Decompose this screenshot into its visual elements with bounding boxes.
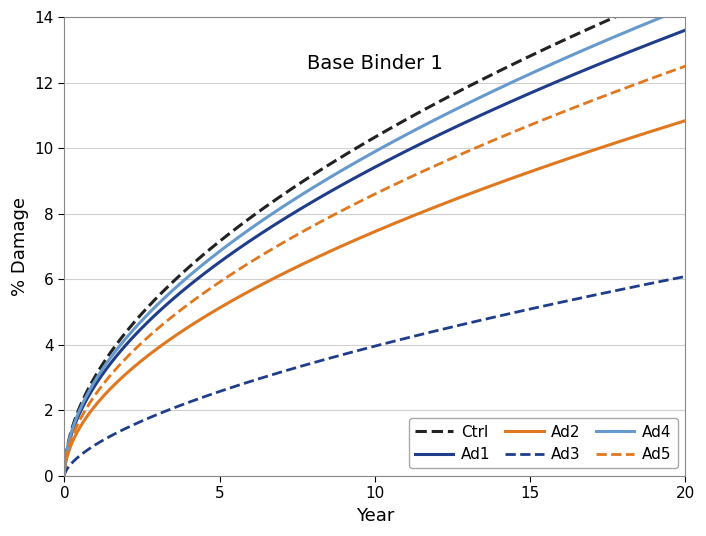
Text: Base Binder 1: Base Binder 1 <box>307 54 443 73</box>
Ad3 <box>362 345 371 352</box>
Ad3 <box>663 277 671 284</box>
Ad2 <box>60 473 68 479</box>
Ad4 <box>345 162 354 169</box>
Ad4 <box>663 12 671 18</box>
Ad1 <box>663 34 671 40</box>
Ad5 <box>345 203 354 210</box>
Ctrl <box>549 42 558 48</box>
Ad1 <box>663 34 671 40</box>
Ad4 <box>362 153 371 160</box>
Ad1 <box>681 27 690 33</box>
Ad1 <box>60 473 68 479</box>
Ad1 <box>345 177 354 184</box>
Ad5 <box>60 473 68 479</box>
Line: Ad1: Ad1 <box>64 30 686 476</box>
Ad3 <box>681 273 690 280</box>
Ad4 <box>681 4 690 11</box>
Ad2 <box>345 239 354 245</box>
Ctrl <box>92 371 100 378</box>
Ad2 <box>663 123 671 130</box>
Ad4 <box>663 12 671 18</box>
Ad5 <box>663 70 671 76</box>
Y-axis label: % Damage: % Damage <box>11 197 29 296</box>
Line: Ad4: Ad4 <box>64 8 686 476</box>
Ad4 <box>60 473 68 479</box>
Ad1 <box>549 80 558 86</box>
Ad2 <box>681 117 690 124</box>
Ad4 <box>549 60 558 66</box>
Legend: Ctrl, Ad1, Ad2, Ad3, Ad4, Ad5: Ctrl, Ad1, Ad2, Ad3, Ad4, Ad5 <box>409 419 678 468</box>
Line: Ad2: Ad2 <box>64 121 686 476</box>
Ad5 <box>663 70 671 76</box>
Ctrl <box>345 149 354 155</box>
Ad5 <box>681 63 690 69</box>
Ctrl <box>60 473 68 479</box>
Ad5 <box>549 113 558 119</box>
Ad5 <box>92 391 100 397</box>
Ad3 <box>92 441 100 448</box>
Ad3 <box>60 473 68 479</box>
Ad2 <box>362 232 371 239</box>
Ad4 <box>92 376 100 382</box>
Ad5 <box>362 195 371 202</box>
Ad3 <box>549 301 558 307</box>
Ad2 <box>92 401 100 408</box>
Ad1 <box>92 381 100 387</box>
Ad3 <box>345 349 354 356</box>
Line: Ctrl: Ctrl <box>64 0 686 476</box>
Line: Ad5: Ad5 <box>64 66 686 476</box>
Ad1 <box>362 168 371 175</box>
Line: Ad3: Ad3 <box>64 277 686 476</box>
Ad3 <box>663 277 671 284</box>
Ad2 <box>549 160 558 167</box>
Ctrl <box>362 139 371 145</box>
X-axis label: Year: Year <box>356 507 394 525</box>
Ad2 <box>663 123 671 130</box>
